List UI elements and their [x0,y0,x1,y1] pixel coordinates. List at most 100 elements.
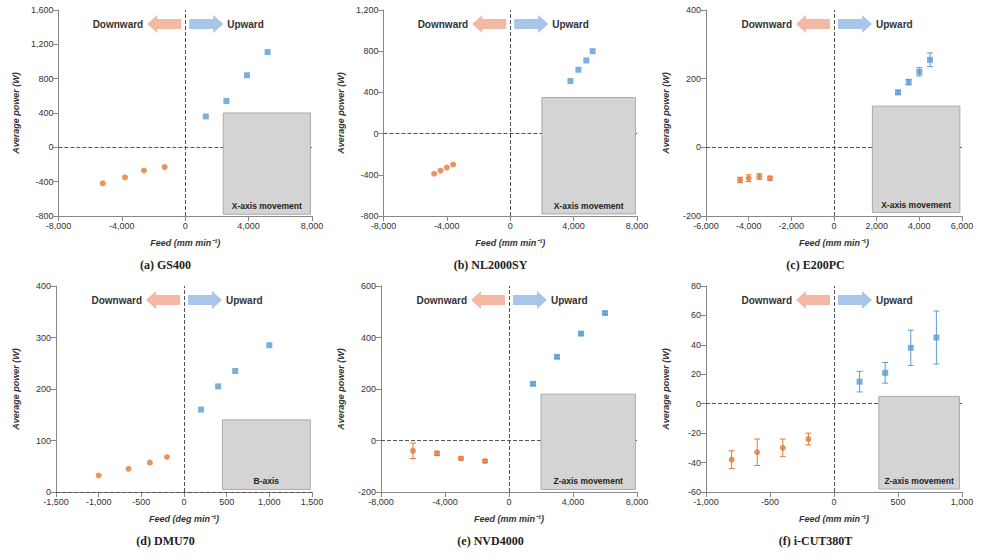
svg-text:0: 0 [696,399,701,409]
svg-text:Feed (mm min⁻¹): Feed (mm min⁻¹) [475,238,545,248]
svg-text:-400: -400 [360,170,378,180]
svg-text:60: 60 [691,310,701,320]
svg-text:-500: -500 [132,497,150,507]
svg-text:4,000: 4,000 [562,497,585,507]
svg-text:300: 300 [36,333,51,343]
svg-text:Feed (mm min⁻¹): Feed (mm min⁻¹) [474,514,544,524]
svg-text:-40: -40 [688,458,701,468]
svg-text:0: 0 [48,142,53,152]
svg-text:0: 0 [506,497,511,507]
svg-text:0: 0 [181,497,186,507]
svg-text:200: 200 [686,74,701,84]
svg-text:Upward: Upward [226,295,263,306]
svg-text:Feed (deg min⁻¹): Feed (deg min⁻¹) [149,514,219,524]
svg-text:Feed (mm min⁻¹): Feed (mm min⁻¹) [799,238,869,248]
svg-text:Upward: Upward [876,295,913,306]
svg-text:200: 200 [36,384,51,394]
svg-text:Downward: Downward [416,295,467,306]
svg-text:1,500: 1,500 [301,497,324,507]
svg-text:800: 800 [363,46,378,56]
svg-text:400: 400 [361,333,376,343]
svg-text:-400: -400 [35,177,53,187]
svg-text:-8,000: -8,000 [46,221,72,231]
svg-text:-2,000: -2,000 [779,221,805,231]
svg-text:0: 0 [373,129,378,139]
svg-text:0: 0 [183,221,188,231]
svg-text:8,000: 8,000 [626,221,649,231]
svg-text:Average power (W): Average power (W) [336,348,346,431]
svg-text:Z-axis movement: Z-axis movement [884,476,954,486]
svg-text:Feed (mm min⁻¹): Feed (mm min⁻¹) [799,514,869,524]
svg-text:-4,000: -4,000 [434,221,460,231]
svg-text:1,000: 1,000 [951,497,974,507]
svg-text:-20: -20 [688,428,701,438]
svg-text:Average power (W): Average power (W) [11,72,21,155]
svg-text:500: 500 [219,497,234,507]
svg-text:-800: -800 [360,211,378,221]
svg-text:Upward: Upward [552,19,589,30]
svg-text:X-axis movement: X-axis movement [881,200,951,210]
svg-text:0: 0 [831,497,836,507]
svg-text:-1,500: -1,500 [43,497,69,507]
svg-text:400: 400 [686,5,701,15]
svg-text:4,000: 4,000 [562,221,585,231]
svg-text:-4,000: -4,000 [109,221,135,231]
svg-text:Downward: Downward [91,295,142,306]
svg-text:400: 400 [363,87,378,97]
svg-text:0: 0 [696,142,701,152]
svg-text:-800: -800 [35,211,53,221]
svg-text:-200: -200 [683,211,701,221]
svg-text:0: 0 [371,436,376,446]
svg-text:6,000: 6,000 [951,221,974,231]
svg-text:8,000: 8,000 [301,221,324,231]
svg-text:Average power (W): Average power (W) [661,348,671,431]
svg-text:4,000: 4,000 [237,221,260,231]
svg-text:1,600: 1,600 [31,5,54,15]
svg-text:Downward: Downward [741,19,792,30]
svg-text:1,000: 1,000 [258,497,281,507]
svg-text:-4,000: -4,000 [736,221,762,231]
svg-text:Downward: Downward [741,295,792,306]
svg-text:Feed (mm min⁻¹): Feed (mm min⁻¹) [150,238,220,248]
svg-text:8,000: 8,000 [626,497,649,507]
svg-text:Average power (W): Average power (W) [11,348,21,431]
svg-text:Downward: Downward [93,19,144,30]
svg-text:20: 20 [691,369,701,379]
svg-text:-1,000: -1,000 [693,497,719,507]
svg-text:Average power (W): Average power (W) [336,72,346,155]
svg-text:500: 500 [890,497,905,507]
svg-text:1,200: 1,200 [31,39,54,49]
svg-text:-8,000: -8,000 [371,221,397,231]
svg-text:40: 40 [691,340,701,350]
svg-text:400: 400 [36,281,51,291]
svg-text:200: 200 [361,384,376,394]
svg-text:B-axis: B-axis [254,476,280,486]
svg-text:Z-axis movement: Z-axis movement [553,476,623,486]
svg-text:-500: -500 [761,497,779,507]
svg-text:X-axis movement: X-axis movement [232,201,302,211]
svg-text:400: 400 [38,108,53,118]
html-text:(a) GS400: (a) GS400 [140,258,191,272]
svg-text:-8,000: -8,000 [368,497,394,507]
svg-text:4,000: 4,000 [908,221,931,231]
svg-text:600: 600 [361,281,376,291]
svg-text:800: 800 [38,74,53,84]
svg-text:Upward: Upward [227,19,264,30]
svg-text:0: 0 [831,221,836,231]
svg-text:2,000: 2,000 [865,221,888,231]
svg-text:-4,000: -4,000 [432,497,458,507]
svg-text:Downward: Downward [418,19,469,30]
svg-text:0: 0 [46,487,51,497]
svg-text:Average power (W): Average power (W) [661,72,671,155]
svg-text:80: 80 [691,281,701,291]
svg-text:-60: -60 [688,487,701,497]
svg-text:-6,000: -6,000 [693,221,719,231]
svg-text:0: 0 [508,221,513,231]
svg-text:100: 100 [36,436,51,446]
svg-text:Upward: Upward [876,19,913,30]
svg-text:-1,000: -1,000 [86,497,112,507]
svg-text:Upward: Upward [551,295,588,306]
svg-text:X-axis movement: X-axis movement [554,201,624,211]
svg-text:1,200: 1,200 [356,5,379,15]
svg-text:-200: -200 [358,487,376,497]
